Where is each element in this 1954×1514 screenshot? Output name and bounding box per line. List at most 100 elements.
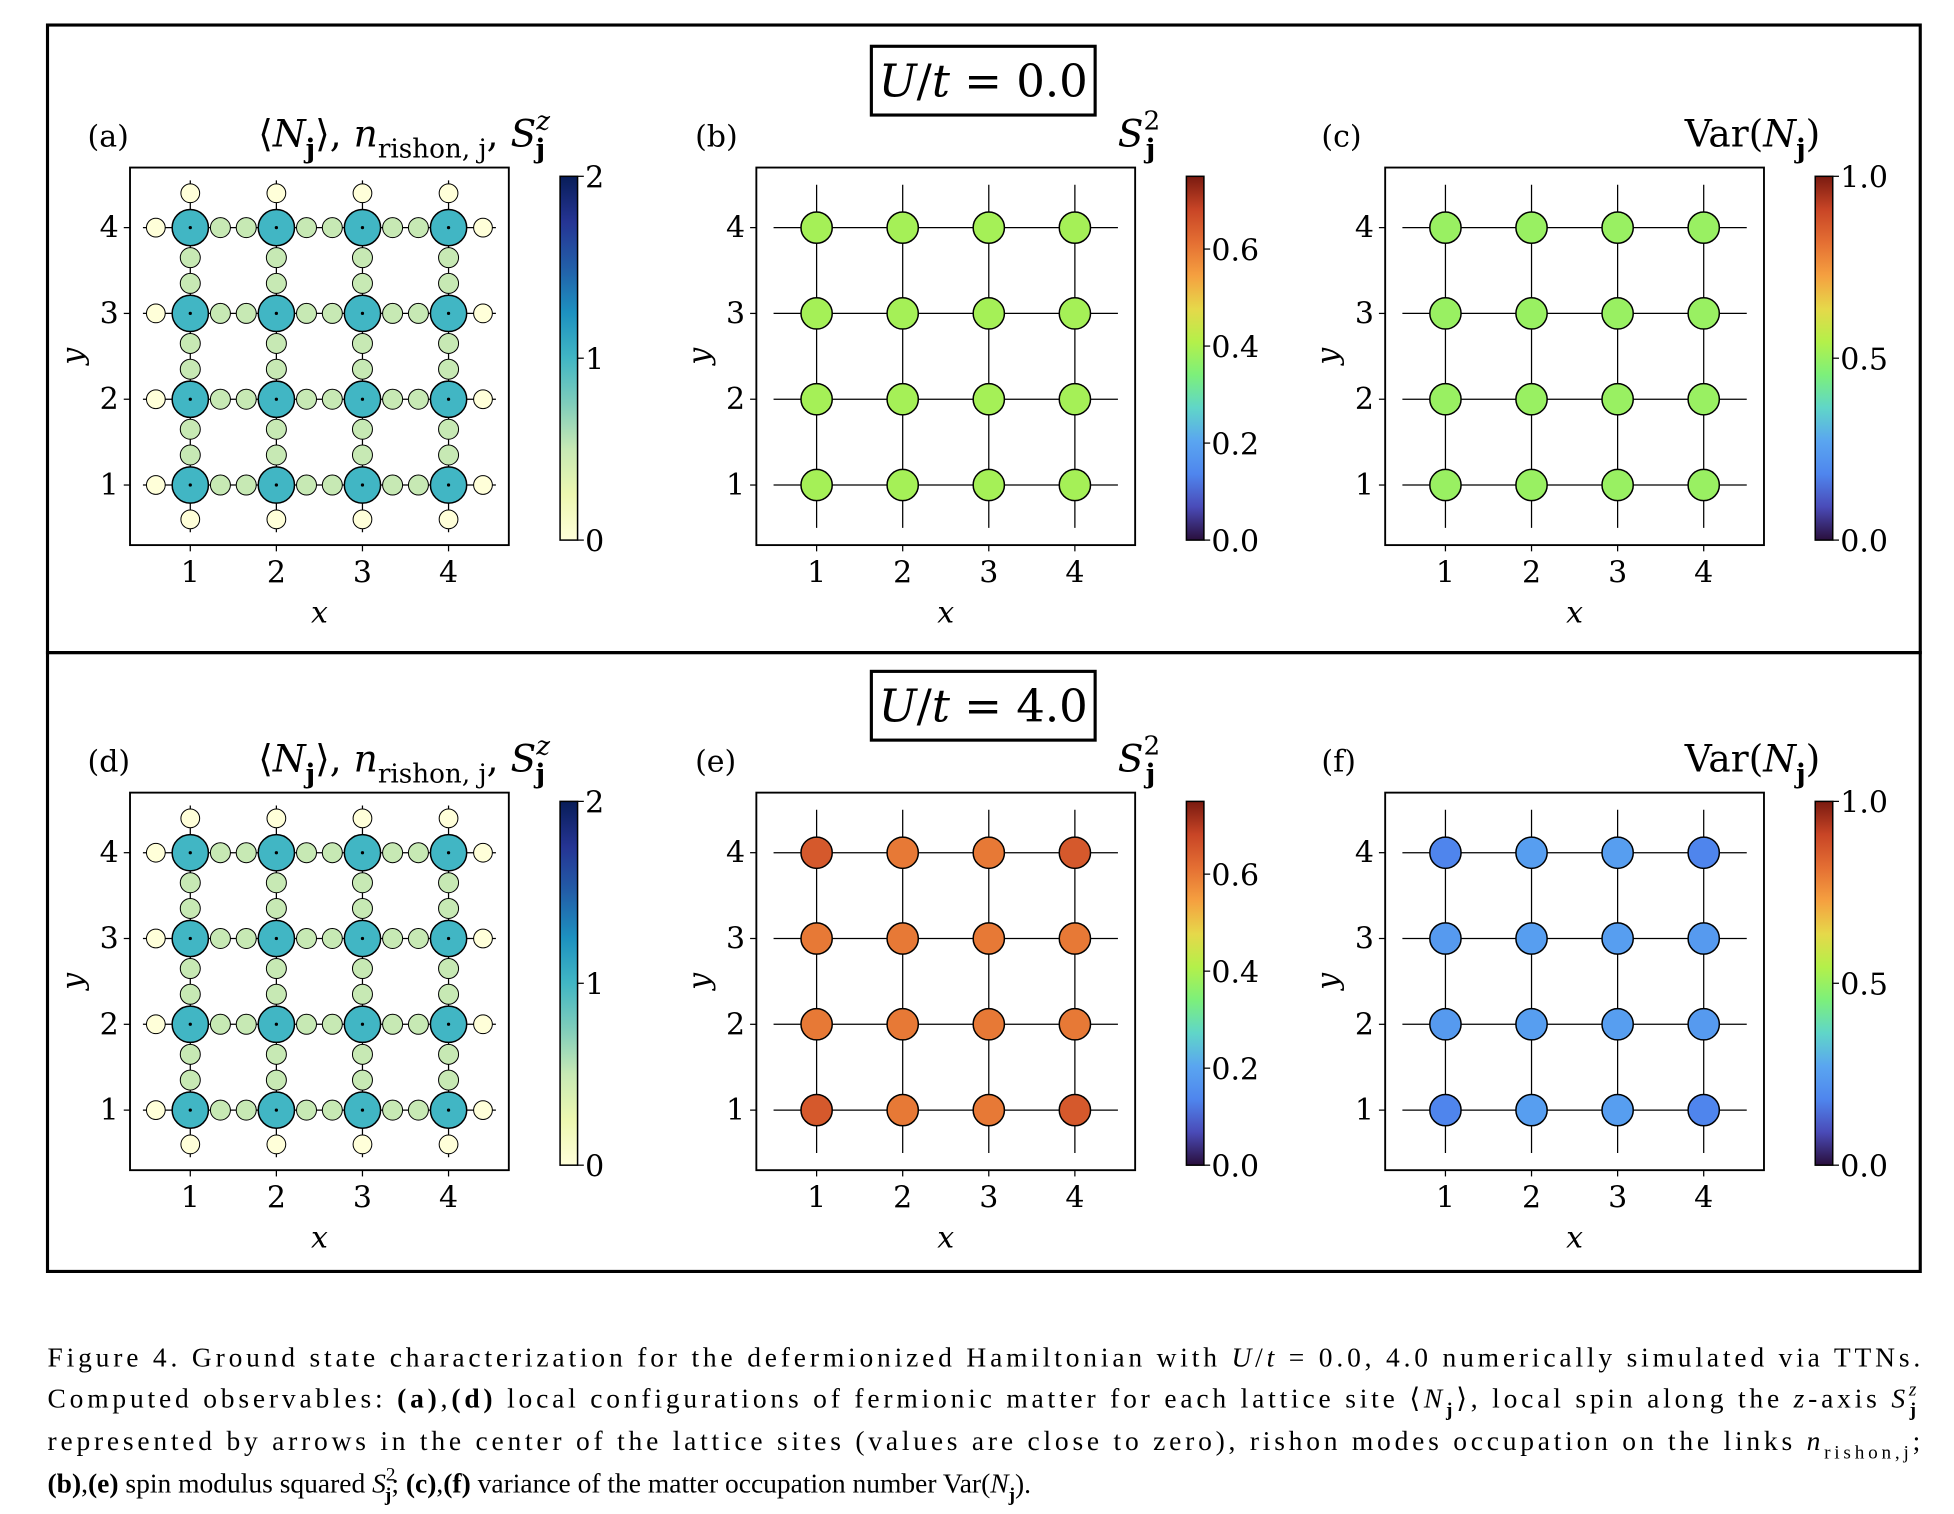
rishon-link (382, 302, 404, 324)
header-box-u4: U/t = 4.0 (869, 669, 1097, 742)
spin-arrow (360, 483, 365, 487)
site-marker (800, 1007, 833, 1041)
site-marker (972, 836, 1006, 870)
rishon-link (382, 474, 404, 496)
caption-line: (b),(e) spin modulus squared S2 j; (c),(f… (48, 1464, 1032, 1506)
site-marker (1429, 468, 1462, 502)
site-marker (800, 382, 833, 416)
text-segment: j (1794, 759, 1806, 790)
x-tick-label: 1 (807, 556, 826, 591)
spin-arrow (446, 851, 451, 855)
rishon-link (235, 388, 257, 410)
rishon-boundary (266, 509, 287, 530)
rishon-link (321, 302, 343, 324)
colorbar-tick-label: 0 (585, 1149, 604, 1184)
text-segment: ) (1806, 111, 1821, 155)
site-marker (972, 382, 1006, 416)
site-marker (800, 836, 833, 870)
site-marker (1601, 1007, 1634, 1041)
rishon-boundary (145, 928, 166, 949)
rishon-link (209, 1013, 231, 1035)
text-segment: j (1794, 134, 1806, 165)
site-marker (1429, 1007, 1462, 1041)
text-segment: z (1793, 1383, 1805, 1414)
site-marker (1601, 1093, 1634, 1127)
x-tick-label: 4 (1694, 1181, 1713, 1216)
y-tick-label: 3 (1355, 922, 1374, 957)
x-tick-label: 2 (1522, 556, 1541, 591)
panel-label: (f) (1321, 744, 1356, 779)
text-segment: N (272, 111, 307, 155)
text-segment: Var( (1684, 111, 1764, 155)
x-tick-label: 2 (267, 556, 286, 591)
y-tick-label: 1 (100, 468, 119, 503)
text-segment: ⟨ (258, 111, 273, 155)
site-marker (1058, 297, 1092, 330)
site-marker (1687, 1007, 1721, 1041)
rishon-link (382, 388, 404, 410)
rishon-link (265, 247, 287, 269)
rishon-boundary (438, 1134, 459, 1155)
text-segment: S (511, 736, 537, 780)
text-segment: j (384, 1485, 391, 1506)
y-axis-label: y (1311, 347, 1346, 367)
spin-arrow (274, 225, 278, 230)
site-marker (886, 382, 920, 416)
rishon-link (438, 897, 460, 919)
text-segment: ; (1913, 1425, 1921, 1456)
rishon-link (407, 302, 429, 324)
site-marker (1515, 1007, 1548, 1041)
spin-arrow (188, 311, 192, 316)
rishon-link (179, 1069, 201, 1091)
site-marker (972, 468, 1006, 502)
rishon-boundary (266, 183, 287, 204)
text-segment: , (487, 736, 511, 780)
rishon-link (351, 983, 373, 1005)
spin-arrow (360, 851, 365, 855)
rishon-link (179, 872, 201, 894)
rishon-link (321, 927, 343, 950)
x-tick-label: 4 (439, 556, 458, 591)
x-axis-label: x (1566, 596, 1583, 631)
text-segment: ; (391, 1468, 406, 1499)
rishon-boundary (180, 509, 201, 530)
site-marker (1429, 1093, 1462, 1127)
rishon-link (296, 388, 318, 410)
panel-label: (d) (88, 744, 131, 779)
x-tick-label: 2 (267, 1181, 286, 1216)
site-marker (972, 297, 1006, 330)
y-tick-label: 4 (726, 836, 745, 871)
rishon-boundary (145, 303, 166, 324)
rishon-link (351, 958, 373, 980)
text-segment: variance of the matter occupation number… (471, 1468, 990, 1499)
text-segment: 2 (1143, 106, 1160, 136)
text-segment: = 0.0, 4.0 numerically simulated via TTN… (1278, 1341, 1920, 1372)
text-segment: N (1423, 1383, 1444, 1414)
colorbar-tick-label: 0.0 (1840, 524, 1888, 559)
rishon-boundary (473, 217, 493, 238)
rishon-link (321, 217, 343, 239)
text-segment: represented by arrows in the center of t… (48, 1425, 1803, 1456)
rishon-boundary (180, 808, 201, 829)
rishon-link (179, 358, 201, 380)
caption-line: Computed observables: (a), (d) local conf… (48, 1379, 1917, 1421)
text-segment: n (354, 736, 378, 780)
rishon-link (265, 872, 287, 894)
site-marker (1515, 297, 1548, 330)
site-marker (1687, 836, 1721, 870)
text-segment: N (989, 1468, 1010, 1499)
text-segment: n (1807, 1425, 1821, 1456)
panel-label: (e) (695, 744, 736, 779)
x-tick-label: 3 (979, 1181, 998, 1216)
rishon-link (407, 474, 429, 496)
rishon-link (265, 418, 287, 440)
y-tick-label: 2 (1355, 382, 1374, 417)
site-marker (1601, 297, 1634, 330)
rishon-boundary (145, 475, 166, 495)
site-marker (1601, 382, 1634, 416)
rishon-boundary (180, 183, 201, 204)
header-frame (869, 669, 1097, 742)
rishon-boundary (145, 389, 166, 410)
site-marker (1601, 211, 1634, 244)
